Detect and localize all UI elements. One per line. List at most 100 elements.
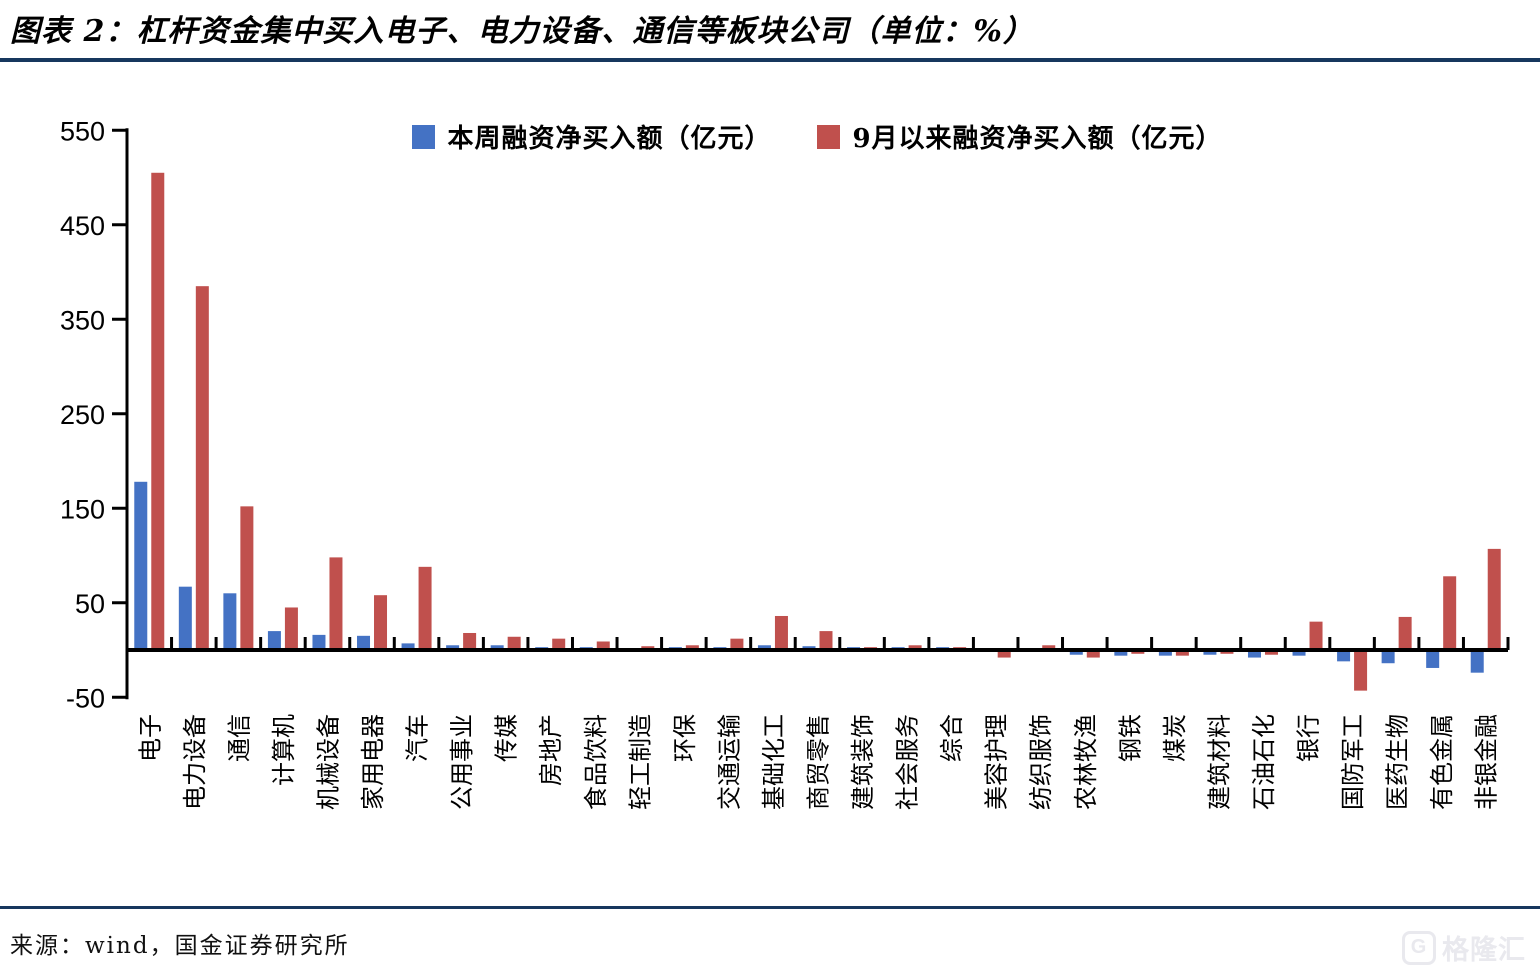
x-category-label: 家用电器 bbox=[360, 714, 387, 810]
bar-week bbox=[1470, 650, 1484, 673]
bar-sept bbox=[730, 638, 744, 650]
legend-item-week: 本周融资净买入额（亿元） bbox=[412, 118, 771, 155]
bar-week bbox=[134, 481, 148, 650]
x-category-label: 商贸零售 bbox=[806, 714, 833, 810]
figure-title: 图表 2：杠杆资金集中买入电子、电力设备、通信等板块公司（单位：%） bbox=[10, 14, 1034, 49]
bar-sept bbox=[1398, 616, 1412, 650]
x-category-label: 银行 bbox=[1296, 714, 1323, 762]
x-category-label: 公用事业 bbox=[449, 714, 476, 810]
legend-label: 9月以来融资净买入额（亿元） bbox=[852, 124, 1223, 154]
bar-sept bbox=[819, 631, 833, 650]
x-category-label: 电子 bbox=[137, 714, 164, 762]
x-category-label: 传媒 bbox=[494, 714, 521, 762]
bar-week bbox=[312, 634, 326, 650]
y-tick-label: 450 bbox=[60, 211, 105, 241]
bar-sept bbox=[507, 636, 521, 650]
x-category-label: 国防军工 bbox=[1340, 714, 1367, 810]
bar-sept bbox=[774, 615, 788, 650]
bar-sept bbox=[240, 506, 254, 650]
gelonghui-watermark: G 格隆汇 bbox=[1402, 928, 1526, 967]
bar-week bbox=[1203, 650, 1217, 655]
legend-label: 本周融资净买入额（亿元） bbox=[447, 124, 772, 154]
bar-sept bbox=[1264, 650, 1278, 655]
x-category-label: 社会服务 bbox=[895, 714, 922, 810]
x-category-label: 石油石化 bbox=[1251, 714, 1278, 810]
bar-sept bbox=[329, 557, 343, 650]
x-category-label: 食品饮料 bbox=[583, 714, 610, 810]
bar-sept bbox=[374, 595, 388, 650]
source-text: 来源：wind，国金证券研究所 bbox=[10, 933, 350, 959]
gelonghui-watermark-text: 格隆汇 bbox=[1442, 935, 1526, 965]
bar-sept bbox=[1309, 621, 1323, 650]
legend-swatch bbox=[412, 124, 436, 149]
bar-sept bbox=[418, 566, 432, 650]
y-tick-label: 250 bbox=[60, 400, 105, 430]
bar-week bbox=[267, 631, 281, 650]
x-category-label: 美容护理 bbox=[984, 714, 1011, 810]
bar-sept bbox=[596, 641, 610, 650]
x-category-label: 轻工制造 bbox=[627, 714, 654, 810]
x-category-label: 通信 bbox=[226, 714, 253, 762]
x-category-label: 钢铁 bbox=[1117, 714, 1144, 762]
title-rule bbox=[0, 58, 1540, 62]
x-category-label: 非银金融 bbox=[1474, 714, 1501, 810]
bar-sept bbox=[1175, 650, 1189, 656]
x-category-label: 综合 bbox=[939, 714, 966, 762]
footer-rule bbox=[0, 906, 1540, 909]
bar-week bbox=[1069, 650, 1083, 655]
bar-week bbox=[1381, 650, 1395, 664]
x-category-label: 房地产 bbox=[538, 714, 565, 786]
gelonghui-logo-icon: G bbox=[1402, 930, 1436, 965]
y-tick-label: 350 bbox=[60, 305, 105, 335]
bar-week bbox=[1337, 650, 1351, 662]
bar-week bbox=[446, 645, 460, 650]
bar-sept bbox=[1443, 576, 1457, 650]
bar-week bbox=[1426, 650, 1440, 668]
bar-week bbox=[490, 645, 504, 650]
bar-sept bbox=[195, 286, 209, 650]
x-category-label: 基础化工 bbox=[761, 714, 788, 810]
x-category-label: 汽车 bbox=[405, 714, 432, 762]
x-category-label: 农林牧渔 bbox=[1073, 714, 1100, 810]
x-category-label: 医药生物 bbox=[1385, 714, 1412, 810]
chart-legend: 本周融资净买入额（亿元） 9月以来融资净买入额（亿元） bbox=[127, 118, 1508, 155]
y-tick-label: -50 bbox=[66, 683, 105, 713]
x-category-label: 环保 bbox=[672, 714, 699, 762]
y-tick-label: 50 bbox=[75, 589, 105, 619]
bar-week bbox=[178, 586, 192, 650]
bar-sept bbox=[908, 645, 922, 650]
bar-sept bbox=[1354, 650, 1368, 691]
bar-sept bbox=[997, 650, 1011, 658]
bar-week bbox=[1114, 650, 1128, 656]
x-category-label: 有色金属 bbox=[1429, 714, 1456, 810]
bar-sept bbox=[552, 638, 566, 650]
bar-sept bbox=[284, 607, 298, 650]
bar-sept bbox=[685, 645, 699, 650]
bar-sept bbox=[1042, 645, 1056, 650]
x-category-label: 电力设备 bbox=[182, 714, 209, 810]
bar-week bbox=[1292, 650, 1306, 656]
legend-swatch bbox=[817, 124, 841, 149]
x-category-label: 建筑装饰 bbox=[850, 714, 877, 810]
bar-sept bbox=[151, 172, 165, 650]
legend-item-sept: 9月以来融资净买入额（亿元） bbox=[817, 118, 1222, 155]
bar-week bbox=[1158, 650, 1172, 656]
bar-sept bbox=[463, 632, 477, 650]
x-category-label: 纺织服饰 bbox=[1028, 714, 1055, 810]
bar-week bbox=[401, 643, 415, 650]
y-tick-label: 550 bbox=[60, 116, 105, 146]
bar-week bbox=[1247, 650, 1261, 658]
bar-week bbox=[357, 635, 371, 650]
bar-sept bbox=[1487, 548, 1501, 650]
x-category-label: 煤炭 bbox=[1162, 714, 1189, 762]
x-category-label: 计算机 bbox=[271, 714, 298, 786]
x-category-label: 机械设备 bbox=[315, 714, 342, 810]
bar-week bbox=[223, 593, 237, 650]
y-tick-label: 150 bbox=[60, 494, 105, 524]
bar-chart: 550 450 350 250 150 50 -50 电子 电力设备 通信 计算机 机械设备 家用电器汽… bbox=[60, 116, 1510, 810]
bar-week bbox=[757, 645, 771, 650]
x-category-label: 建筑材料 bbox=[1206, 714, 1233, 810]
x-category-label: 交通运输 bbox=[716, 714, 743, 810]
bar-sept bbox=[1086, 650, 1100, 658]
